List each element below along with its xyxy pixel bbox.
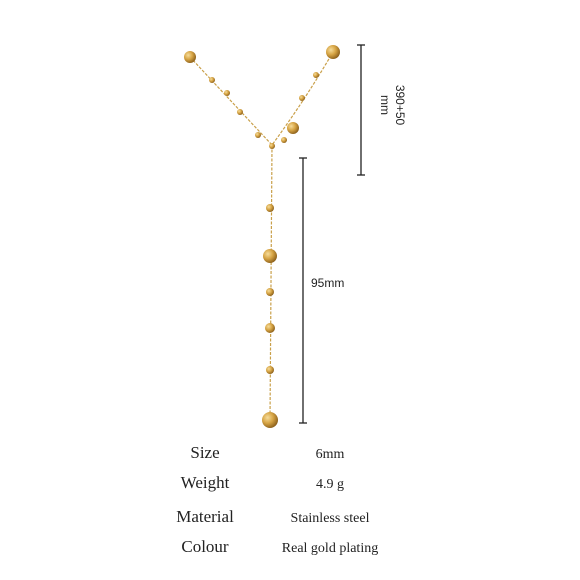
spec-label: Material xyxy=(176,507,234,526)
chain-unit: mm xyxy=(378,95,392,115)
drop-length: 95mm xyxy=(311,276,344,290)
spec-value: Real gold plating xyxy=(282,541,378,556)
spec-label: Weight xyxy=(181,473,230,492)
necklace xyxy=(184,45,340,428)
spec-label: Colour xyxy=(181,537,229,556)
spec-table: Size 6mm Weight 4.9 g Material Stainless stee… xyxy=(176,443,378,556)
spec-label: Size xyxy=(190,443,219,462)
chain-length: 390+50 xyxy=(393,85,407,126)
spec-value: 6mm xyxy=(316,447,345,462)
spec-value: 4.9 g xyxy=(316,477,344,492)
dimension-lines xyxy=(299,44,365,424)
spec-value: Stainless steel xyxy=(291,511,370,526)
